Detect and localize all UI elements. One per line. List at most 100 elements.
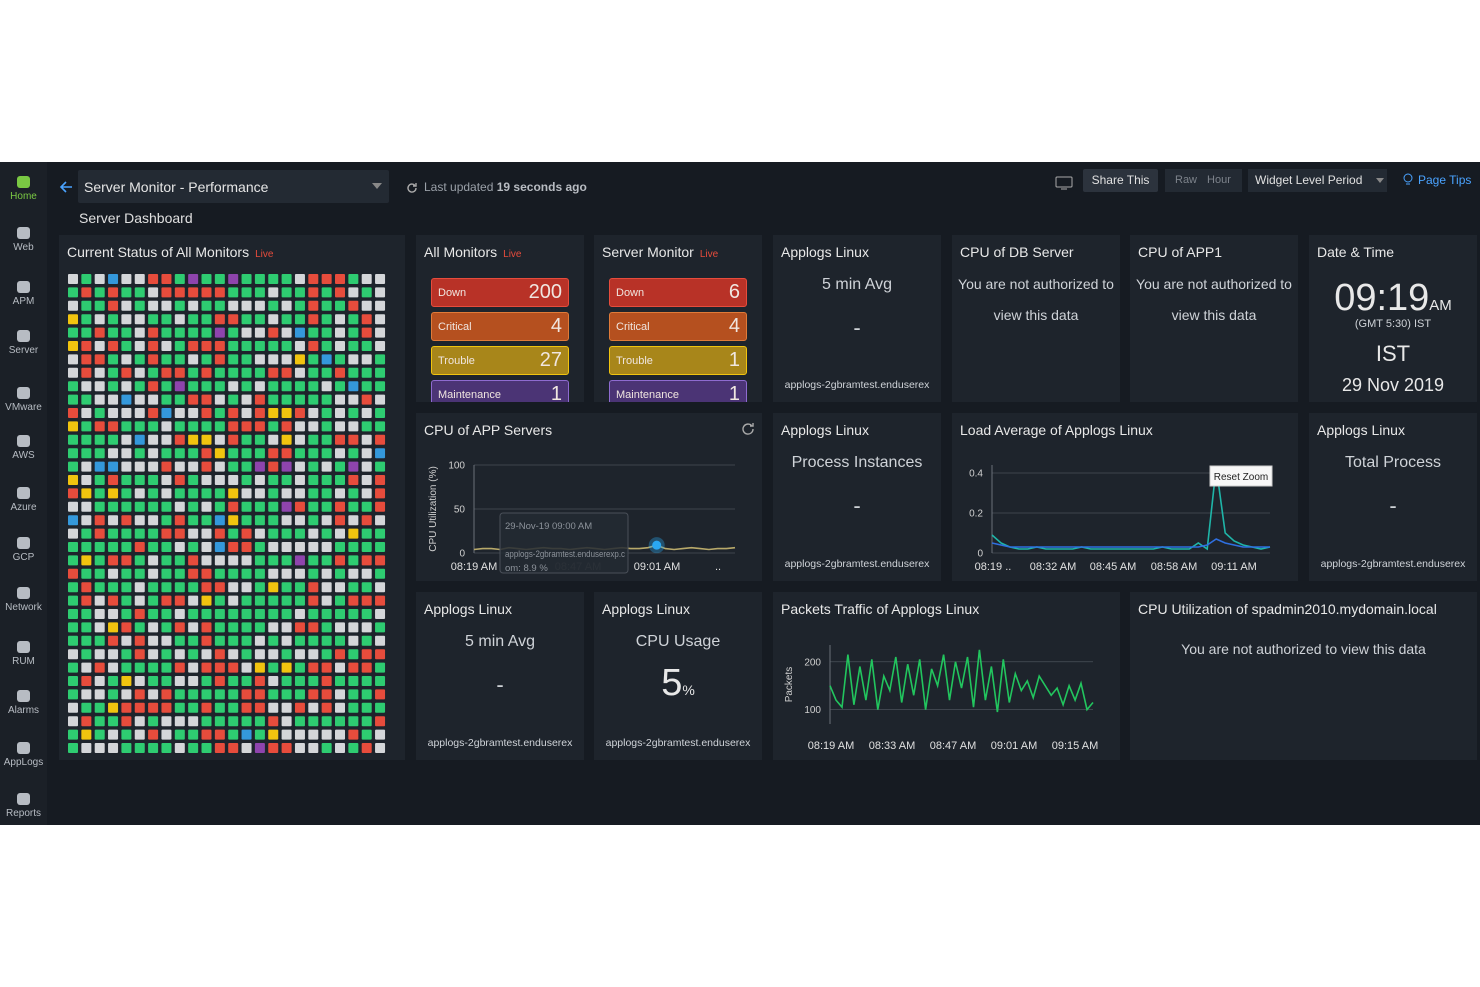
x-tick-label: 09:11 AM — [1211, 561, 1257, 573]
status-cell — [228, 408, 239, 418]
status-cell — [174, 488, 185, 499]
count-card[interactable]: Maintenance 1 — [609, 380, 747, 402]
status-cell — [108, 555, 119, 566]
status-cell — [94, 528, 105, 539]
status-cell — [375, 448, 386, 459]
status-cell — [268, 542, 279, 552]
status-cell — [375, 716, 386, 727]
status-cell — [148, 743, 159, 753]
refresh-icon[interactable] — [406, 182, 418, 194]
status-cell — [321, 528, 332, 539]
status-cell — [174, 421, 185, 432]
nav-label[interactable]: Azure — [10, 502, 37, 513]
status-cell — [254, 729, 265, 740]
status-cell — [361, 501, 372, 512]
status-cell — [348, 327, 359, 338]
status-cell — [161, 501, 172, 512]
period-hour[interactable]: Hour — [1207, 174, 1231, 186]
status-cell — [294, 367, 305, 378]
nav-label[interactable]: Alarms — [7, 705, 40, 716]
status-cell — [241, 488, 252, 499]
status-cell — [281, 394, 292, 405]
status-cell — [375, 300, 386, 311]
status-cell — [94, 421, 105, 432]
nav-label[interactable]: GCP — [12, 552, 35, 563]
status-cell — [148, 461, 159, 472]
status-cell — [321, 649, 332, 660]
status-cell — [375, 475, 386, 485]
nav-label[interactable]: Server — [8, 345, 39, 356]
total-process-widget: Applogs Linux Total Process - applogs-2g… — [1309, 413, 1477, 581]
nav-label[interactable]: AppLogs — [3, 757, 44, 768]
period-select[interactable]: Widget Level Period — [1248, 169, 1387, 192]
reset-zoom-label[interactable]: Reset Zoom — [1214, 472, 1268, 483]
status-cell — [361, 448, 372, 459]
status-cell — [335, 448, 345, 459]
nav-label[interactable]: Home — [10, 191, 37, 202]
period-raw[interactable]: Raw — [1175, 174, 1198, 186]
count-card[interactable]: Trouble 1 — [609, 346, 747, 375]
status-cell — [375, 381, 386, 392]
nav-label[interactable]: VMware — [5, 402, 42, 413]
status-cell — [228, 421, 239, 432]
status-cell — [188, 501, 199, 512]
dashboard-select[interactable]: Server Monitor - Performance — [78, 170, 389, 203]
status-cell — [161, 327, 172, 338]
nav-label[interactable]: Reports — [5, 808, 41, 819]
status-cell — [201, 501, 212, 512]
status-cell — [375, 582, 386, 593]
status-cell — [308, 488, 319, 499]
status-cell — [281, 501, 292, 512]
nav-icon — [17, 176, 30, 188]
status-cell — [121, 622, 132, 633]
count-card[interactable]: Maintenance 1 — [431, 380, 569, 402]
status-cell — [94, 662, 105, 673]
status-cell — [335, 341, 345, 351]
count-card[interactable]: Critical 4 — [431, 312, 569, 341]
count-card[interactable]: Down 200 — [431, 278, 569, 307]
count-card[interactable]: Trouble 27 — [431, 346, 569, 375]
status-cell — [361, 287, 372, 298]
status-cell — [201, 274, 212, 284]
refresh-icon[interactable] — [741, 422, 755, 436]
status-cell — [174, 542, 185, 552]
count-card[interactable]: Down 6 — [609, 278, 747, 307]
status-cell — [268, 689, 279, 700]
x-tick-label: 08:58 AM — [1151, 561, 1197, 573]
status-cell — [201, 287, 212, 298]
nav-label[interactable]: Web — [13, 242, 34, 253]
status-cell — [68, 676, 78, 686]
share-button[interactable]: Share This — [1083, 169, 1158, 192]
status-cell — [335, 582, 345, 593]
nav-label[interactable]: APM — [12, 296, 35, 307]
status-cell — [268, 287, 279, 298]
status-cell — [81, 421, 92, 432]
status-cell — [108, 394, 119, 405]
status-cell — [294, 662, 305, 673]
process-widget: Applogs Linux Process Instances - applog… — [773, 413, 941, 581]
status-cell — [241, 676, 252, 686]
page-tips[interactable]: Page Tips — [1418, 173, 1472, 187]
x-tick-label: 08:32 AM — [1030, 561, 1076, 573]
status-cell — [294, 314, 305, 325]
status-cell — [201, 314, 212, 325]
nav-label[interactable]: RUM — [12, 656, 35, 667]
status-cell — [335, 327, 345, 338]
status-cell — [94, 542, 105, 552]
status-cell — [308, 448, 319, 459]
count-card[interactable]: Critical 4 — [609, 312, 747, 341]
count-value: 200 — [528, 281, 562, 303]
status-cell — [281, 743, 292, 753]
nav-label[interactable]: AWS — [12, 450, 35, 461]
status-cell — [361, 555, 372, 566]
nav-label[interactable]: Network — [5, 602, 42, 613]
period-toggle[interactable]: Raw Hour — [1165, 169, 1242, 192]
status-cell — [281, 274, 292, 284]
tv-mode-icon[interactable] — [1055, 176, 1073, 190]
back-arrow[interactable] — [58, 180, 74, 194]
reset-zoom-button[interactable] — [1209, 465, 1273, 487]
status-cell — [281, 716, 292, 727]
status-cell — [121, 461, 132, 472]
status-cell — [188, 515, 199, 526]
status-cell — [94, 300, 105, 311]
